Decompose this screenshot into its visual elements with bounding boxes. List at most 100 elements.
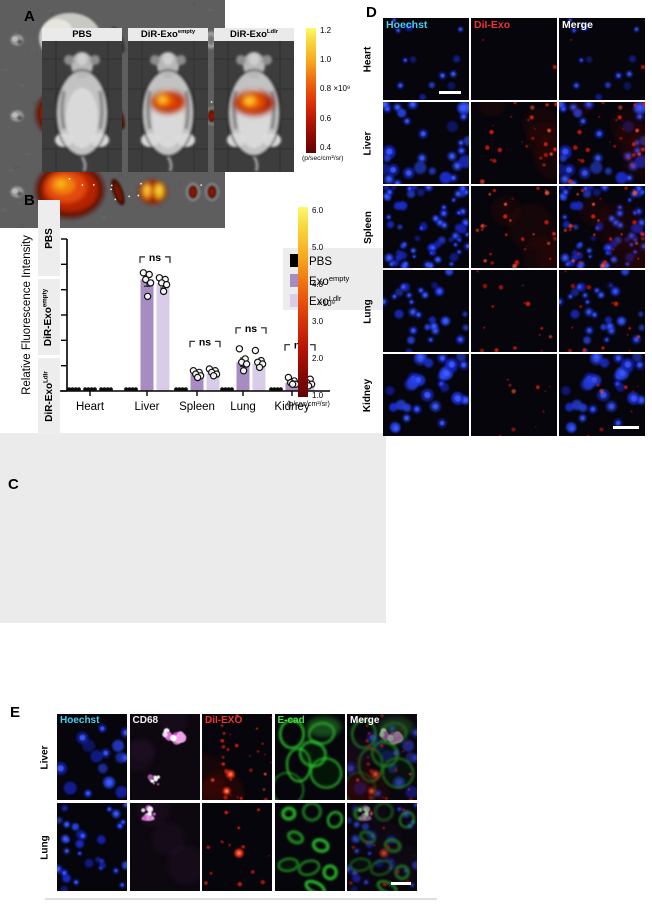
- x-category-label: Liver: [135, 401, 160, 413]
- e-row-label-liver: Liver: [36, 714, 54, 800]
- mouse-image: [42, 41, 122, 172]
- panel-label-e: E: [10, 704, 21, 721]
- data-point: [251, 346, 260, 355]
- d-row-label-kidney: Kidney: [360, 354, 376, 436]
- colorbar-a: [306, 28, 316, 153]
- ns-label: ns: [245, 323, 257, 335]
- microscopy-image: [57, 803, 127, 891]
- d-cell-heart-dii-exo: DiI-Exo: [471, 18, 557, 100]
- microscopy-image: [57, 714, 127, 800]
- x-category-label: Lung: [230, 401, 256, 413]
- x-category-label: Heart: [76, 401, 105, 413]
- data-point: [255, 363, 264, 372]
- data-point-zero: [130, 387, 135, 392]
- d-column-header-hoechst: Hoechst: [386, 19, 428, 31]
- data-point-zero: [86, 387, 91, 392]
- data-point-zero: [275, 387, 280, 392]
- data-point-zero: [223, 387, 228, 392]
- ns-bracket: [235, 327, 267, 334]
- microscopy-image: [471, 354, 557, 436]
- microscopy-image: [347, 714, 417, 800]
- microscopy-image: [559, 270, 645, 352]
- mouse-image: [214, 41, 294, 172]
- d-cell-kidney-dii-exo: [471, 354, 557, 436]
- colorbar-b-unit: (p/sec/cm²/sr): [287, 401, 330, 408]
- scale-bar: [613, 426, 639, 429]
- microscopy-image: [471, 18, 557, 100]
- colorbar-a-unit: (p/sec/cm²/sr): [302, 155, 344, 162]
- data-point: [193, 373, 202, 382]
- ns-bracket: [284, 344, 316, 351]
- scale-bar: [391, 882, 411, 885]
- mouse-tile-header: DiR-Exoempty: [128, 28, 208, 41]
- bar: [252, 364, 266, 391]
- microscopy-image: [383, 18, 469, 100]
- ns-bracket: [189, 340, 221, 348]
- microscopy-image: [471, 102, 557, 184]
- data-point-zero: [183, 387, 188, 392]
- d-row-label-liver: Liver: [360, 102, 376, 184]
- e-cell-lung-merge: [347, 803, 417, 891]
- data-point: [159, 287, 168, 296]
- microscopy-image: [383, 270, 469, 352]
- data-point-zero: [180, 387, 185, 392]
- d-cell-spleen-hoechst: [383, 186, 469, 268]
- colorbar-a-tick: 1.0: [320, 55, 332, 65]
- microscopy-image: [202, 714, 272, 800]
- colorbar-b-tick: 1.0: [312, 391, 324, 400]
- e-cell-lung-e-cad: [274, 803, 345, 891]
- e-cell-liver-dii-exo: DiI-EXO: [202, 714, 272, 800]
- d-cell-liver-merge: [559, 102, 645, 184]
- d-cell-kidney-merge: [559, 354, 645, 436]
- data-point-zero: [108, 387, 113, 392]
- microscopy-image: [559, 354, 645, 436]
- panel-e-colocalization-microscopy: Liver Hoechst CD68 DiI-EXO E-cad Merge Lung: [0, 433, 652, 891]
- ns-label: ns: [149, 252, 161, 264]
- panel-label-b: B: [24, 192, 35, 209]
- microscopy-image: [347, 803, 417, 891]
- e-column-header-cd68: CD68: [132, 715, 159, 726]
- d-row-label-lung: Lung: [360, 270, 376, 352]
- e-column-header-merge: Merge: [350, 715, 380, 726]
- e-cell-lung-dii-exo: [202, 803, 272, 891]
- d-row-label-text: Spleen: [362, 210, 374, 244]
- data-point: [239, 366, 248, 375]
- microscopy-image: [471, 270, 557, 352]
- microscopy-image: [471, 186, 557, 268]
- microscopy-image: [383, 186, 469, 268]
- ns-bracket: [139, 256, 171, 263]
- microscopy-image: [129, 803, 200, 891]
- mouse-tile-pbs: PBS: [42, 28, 122, 172]
- data-point-zero: [99, 387, 104, 392]
- mouse-image: [128, 41, 208, 172]
- mouse-photo: [214, 41, 294, 172]
- d-cell-liver-dii-exo: [471, 102, 557, 184]
- data-point-zero: [92, 387, 97, 392]
- bar: [156, 282, 170, 391]
- d-cell-spleen-dii-exo: [471, 186, 557, 268]
- data-point-zero: [76, 387, 81, 392]
- data-point-zero: [229, 387, 234, 392]
- microscopy-image: [559, 102, 645, 184]
- e-row-label-text: Lung: [39, 834, 51, 860]
- d-row-label-spleen: Spleen: [360, 186, 376, 268]
- colorbar-a-tick: 0.6: [320, 113, 332, 123]
- data-point-zero: [127, 387, 132, 392]
- data-point-zero: [177, 387, 182, 392]
- colorbar-b: [298, 207, 308, 397]
- mouse-tile-dir-exoldlr: DiR-ExoLdlr: [214, 28, 294, 172]
- organ-row-label-strip: PBS: [38, 200, 60, 276]
- e-column-header-e-cad: E-cad: [277, 715, 305, 726]
- x-category-label: Kidney: [274, 401, 309, 413]
- d-row-label-heart: Heart: [360, 18, 376, 100]
- microscopy-image: [274, 714, 345, 800]
- e-column-header-hoechst: Hoechst: [60, 715, 100, 726]
- data-point-zero: [220, 387, 225, 392]
- d-cell-lung-hoechst: [383, 270, 469, 352]
- colorbar-b-tick: 6.0: [312, 206, 324, 215]
- y-axis-label: Relative Fluorescence Intensity: [21, 235, 33, 395]
- microscopy-image: [383, 354, 469, 436]
- data-point: [162, 280, 171, 289]
- microscopy-image: [129, 714, 200, 800]
- d-row-label-text: Lung: [362, 298, 374, 324]
